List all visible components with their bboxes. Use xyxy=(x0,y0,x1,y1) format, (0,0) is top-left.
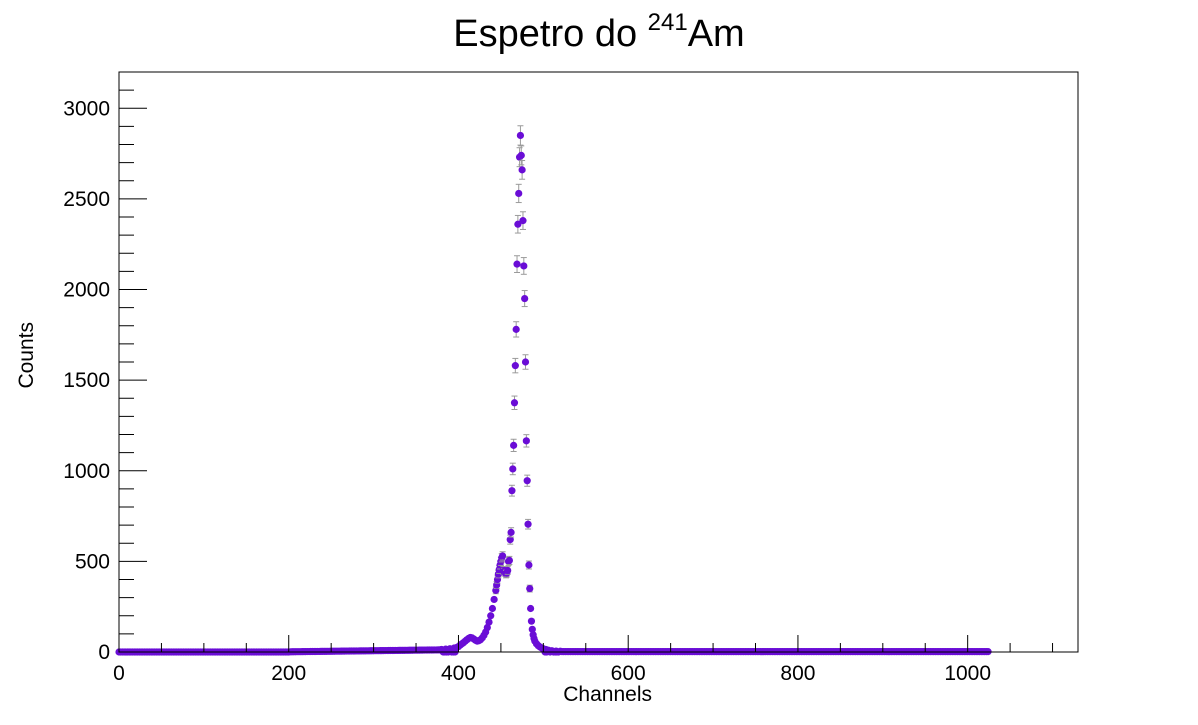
y-tick-label: 500 xyxy=(75,550,110,573)
chart-title: Espetro do 241Am xyxy=(453,9,744,55)
x-tick-label: 600 xyxy=(611,662,646,685)
data-point xyxy=(522,437,530,445)
x-tick-label: 0 xyxy=(113,662,125,685)
y-tick-label: 3000 xyxy=(63,97,110,120)
data-point xyxy=(513,260,521,268)
data-point xyxy=(528,625,536,633)
y-tick-label: 2500 xyxy=(63,188,110,211)
y-axis-title: Counts xyxy=(15,322,38,389)
chart-title-end: Am xyxy=(688,13,745,55)
data-point xyxy=(499,552,507,560)
data-point xyxy=(488,604,497,613)
chart-title-superscript: 241 xyxy=(648,9,688,36)
data-point xyxy=(508,487,516,495)
data-point xyxy=(483,623,491,632)
y-tick-label: 1000 xyxy=(63,460,110,483)
plot-frame xyxy=(118,71,1079,653)
chart-title-main: Espetro do xyxy=(453,13,647,55)
x-tick-label: 1000 xyxy=(944,662,991,685)
y-tick-label: 0 xyxy=(98,641,110,664)
data-point xyxy=(526,584,534,593)
data-point xyxy=(523,477,531,485)
data-point xyxy=(527,617,536,625)
y-tick-label: 2000 xyxy=(63,279,110,302)
data-points-group xyxy=(115,125,992,656)
data-point xyxy=(506,536,514,544)
data-point xyxy=(509,465,517,473)
data-point xyxy=(515,189,523,198)
data-point xyxy=(511,362,519,370)
data-point xyxy=(490,595,498,604)
x-axis-title: Channels xyxy=(563,683,652,706)
data-point xyxy=(485,618,493,626)
data-point xyxy=(525,561,533,569)
data-point xyxy=(510,441,518,449)
data-point xyxy=(518,166,526,174)
y-tick-label: 1500 xyxy=(63,369,110,392)
axis-ticks-group xyxy=(118,71,1054,653)
data-point xyxy=(524,520,532,528)
data-point xyxy=(517,151,525,159)
data-point xyxy=(487,612,495,620)
x-tick-label: 400 xyxy=(441,662,476,685)
data-point xyxy=(507,528,515,536)
data-point xyxy=(521,294,529,303)
data-point xyxy=(516,131,525,140)
data-point xyxy=(514,220,522,228)
data-point xyxy=(519,217,527,225)
data-point xyxy=(505,556,513,565)
data-point xyxy=(510,399,519,407)
x-tick-label: 200 xyxy=(271,662,306,685)
data-point xyxy=(512,325,520,333)
data-point xyxy=(527,604,535,613)
data-point xyxy=(504,566,512,575)
tick-labels-group: 0 200 400 600 800 1000 0 500 1000 1500 2000 2500 300… xyxy=(63,97,991,685)
data-point xyxy=(520,262,528,270)
x-tick-label: 800 xyxy=(780,662,815,685)
data-point xyxy=(521,358,530,366)
